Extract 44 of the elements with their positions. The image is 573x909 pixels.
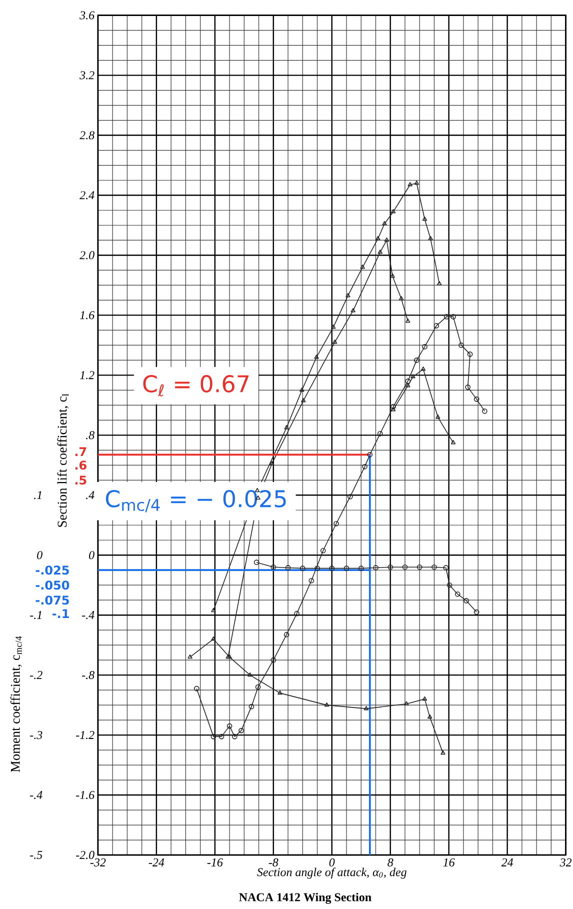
y2-tick-label: -.2 — [30, 671, 42, 680]
y-tick-label: 2.8 — [80, 131, 94, 140]
y-tick-label: -2.0 — [76, 850, 94, 860]
y-tick-label: 1.6 — [80, 311, 94, 320]
ref-line-label: C$_{mc/4}$ = − 0.025 — [106, 490, 286, 512]
y2-axis-title: Moment coefficient, c$_{mc/4}$ — [10, 636, 22, 772]
y2-tick-label: -.4 — [30, 790, 42, 800]
y-tick-label: -.8 — [82, 670, 94, 680]
y2-tick-label: 0 — [37, 551, 42, 560]
x-tick-label: -16 — [207, 858, 223, 866]
x-tick-label: 24 — [501, 858, 513, 866]
y-tick-label: 3.6 — [80, 11, 94, 20]
y-tick-label: -1.2 — [76, 731, 94, 740]
text: .6 — [75, 460, 86, 470]
y-axis-title: Section lift coefficient, c$_{l}$ — [57, 394, 69, 527]
x-tick-label: 16 — [443, 858, 455, 866]
y-tick-label: .4 — [86, 491, 94, 500]
x-tick-label: -8 — [268, 858, 278, 866]
x-tick-label: 8 — [388, 858, 394, 866]
y-tick-label: -1.6 — [76, 790, 94, 800]
x-tick-label: 32 — [560, 858, 572, 866]
x-axis-title: Section angle of attack, α$_{0}$, deg — [257, 868, 406, 879]
y2-tick-label: -.3 — [30, 731, 42, 740]
y-tick-label: -.4 — [82, 611, 94, 620]
text: -.050 — [36, 580, 70, 590]
text: .7 — [75, 447, 86, 456]
y-tick-label: 2.0 — [80, 251, 94, 260]
text: NACA 1412 Wing Section — [239, 892, 372, 904]
y-tick-label: .8 — [86, 431, 94, 440]
y-tick-label: 1.2 — [80, 371, 94, 380]
text: -.075 — [36, 596, 69, 605]
y-tick-label: 3.2 — [80, 71, 94, 80]
y2-tick-label: .1 — [34, 491, 42, 500]
x-tick-label: -24 — [148, 858, 164, 866]
ref-line-label: C$_{ℓ}$ = 0.67 — [143, 375, 248, 396]
x-tick-label: 0 — [329, 858, 335, 866]
y2-tick-label: -.5 — [30, 850, 42, 860]
y2-tick-label: -.1 — [30, 611, 42, 620]
y-tick-label: 2.4 — [80, 191, 94, 200]
x-tick-label: -32 — [90, 858, 106, 866]
text: .5 — [75, 476, 86, 485]
y-tick-label: 0 — [89, 551, 94, 560]
text: -.025 — [36, 566, 69, 575]
text: -.1 — [52, 609, 69, 618]
